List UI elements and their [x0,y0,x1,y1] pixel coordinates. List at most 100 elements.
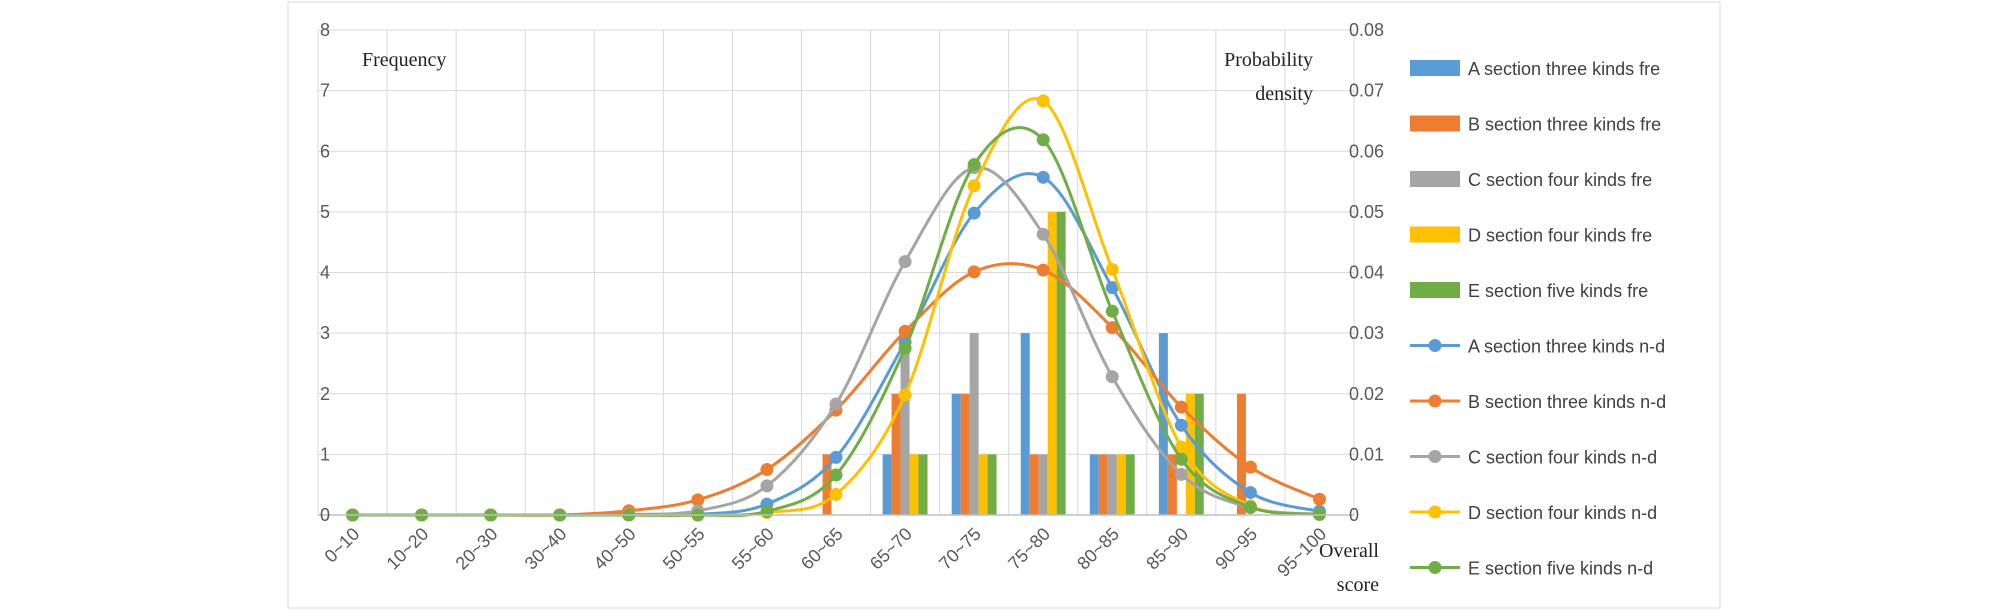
data-point [1036,227,1050,241]
y-left-tick-label: 5 [320,202,330,222]
data-point [760,479,774,493]
bar [1167,454,1177,515]
legend-label: E section five kinds fre [1468,281,1648,301]
data-point [1105,370,1119,384]
y-left-tick-label: 3 [320,323,330,343]
bar [1089,454,1099,515]
y-left-tick-label: 4 [320,263,330,283]
data-point [1036,263,1050,277]
data-point [967,158,981,172]
legend-swatch [1410,226,1460,243]
legend-swatch [1410,115,1460,132]
bar [1029,454,1039,515]
bar [1116,454,1126,515]
bar [1125,454,1135,515]
bar [909,454,919,515]
data-point [898,324,912,338]
data-point [1174,400,1188,414]
bar [1158,333,1168,515]
legend-label: D section four kinds fre [1468,226,1652,246]
data-point [1105,281,1119,295]
bar [978,454,988,515]
y-right-tick-label: 0.02 [1349,384,1384,404]
legend-label: B section three kinds n-d [1468,392,1666,412]
y-right-tick-label: 0.08 [1349,20,1384,40]
legend: A section three kinds fre B section three… [1410,59,1666,579]
data-point [1036,170,1050,184]
data-point [829,450,843,464]
legend-label: B section three kinds fre [1468,115,1661,135]
legend-label: C section four kinds fre [1468,170,1652,190]
bar [882,454,892,515]
data-point [898,341,912,355]
data-point [760,504,774,518]
data-point [1036,133,1050,147]
legend-marker [1428,561,1442,574]
y-right-tick-label: 0 [1349,505,1359,525]
y-left-tick-label: 6 [320,141,330,161]
bar [1047,211,1057,515]
x-axis-title-line2: score [1337,574,1379,596]
legend-label: E section five kinds n-d [1468,559,1653,579]
y-right-tick-label: 0.04 [1349,263,1384,283]
data-point [1243,500,1257,514]
bar [918,454,928,515]
y-left-tick-label: 7 [320,81,330,101]
bar [960,393,970,515]
data-point [691,493,705,507]
y-left-tick-label: 8 [320,20,330,40]
data-point [1105,304,1119,318]
bar [951,393,961,515]
bar [900,333,910,515]
data-point [898,388,912,402]
data-point [1105,321,1119,335]
y-right-tick-label: 0.03 [1349,323,1384,343]
data-point [1243,486,1257,500]
data-point [1243,460,1257,474]
legend-marker [1428,394,1442,408]
bar [1056,211,1066,515]
legend-marker [1428,505,1442,519]
bar [1038,454,1048,515]
y-left-tick-label: 2 [320,384,330,404]
bar [891,393,901,515]
data-point [1174,440,1188,454]
legend-swatch [1410,60,1460,76]
data-point [1036,94,1050,108]
bar [969,333,979,515]
legend-label: A section three kinds n-d [1468,337,1665,357]
data-point [1174,418,1188,432]
legend-swatch [1410,171,1460,187]
bar [1107,454,1117,515]
data-point [829,487,843,501]
y-right-tick-label: 0.06 [1349,141,1384,161]
chart-border [287,1,1721,609]
bar [1020,333,1030,515]
y-right-tick-label: 0.07 [1349,81,1384,101]
y-left-axis-title: Frequency [362,49,446,71]
data-point [760,463,774,477]
data-point [829,468,843,482]
data-point [967,206,981,220]
y-left-tick-label: 0 [320,505,330,525]
x-axis-title-line1: Overall [1319,540,1379,562]
y-right-axis-title-line1: Probability [1224,49,1313,71]
legend-swatch [1410,282,1460,298]
data-point [1174,467,1188,481]
legend-label: D section four kinds n-d [1468,503,1657,523]
data-point [898,255,912,269]
y-right-tick-label: 0.01 [1349,444,1384,464]
data-point [1105,262,1119,276]
data-point [829,397,843,411]
data-point [1174,452,1188,466]
data-point [967,265,981,279]
bar [1194,393,1204,515]
legend-label: C section four kinds n-d [1468,448,1657,468]
legend-marker [1428,450,1442,463]
data-point [1312,492,1326,506]
data-point [967,179,981,193]
bar [1185,393,1195,515]
legend-marker [1428,339,1442,352]
